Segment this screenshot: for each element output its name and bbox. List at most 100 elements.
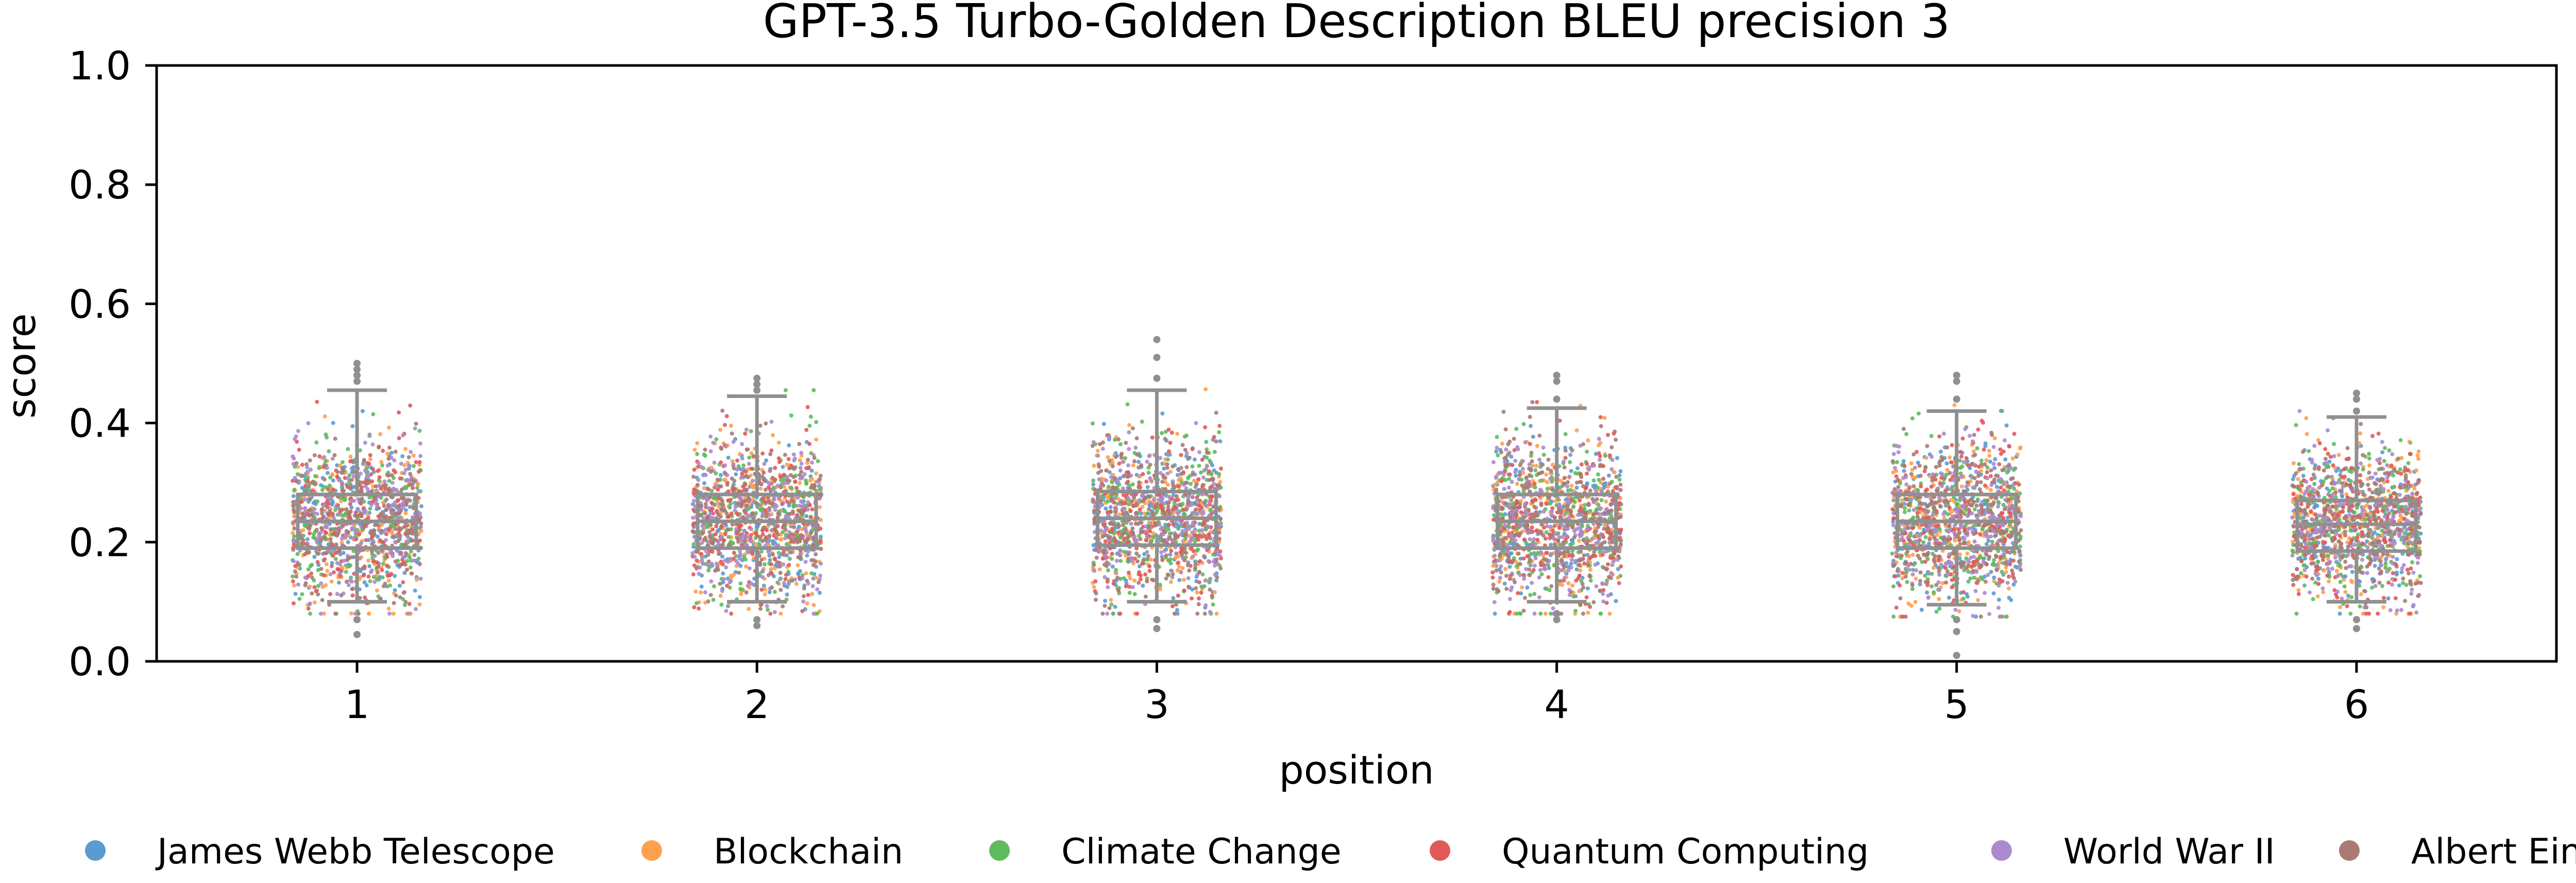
strip-point — [1498, 576, 1502, 580]
strip-point — [315, 499, 320, 504]
strip-point — [720, 554, 725, 559]
strip-point — [1500, 441, 1504, 446]
strip-point — [369, 536, 374, 540]
strip-point — [319, 567, 324, 571]
strip-point — [770, 585, 774, 590]
strip-point — [1149, 478, 1154, 483]
strip-point — [725, 584, 730, 588]
strip-point — [360, 480, 364, 485]
strip-point — [303, 471, 308, 476]
strip-point — [744, 427, 749, 432]
strip-point — [790, 578, 794, 583]
strip-point — [805, 405, 810, 409]
strip-point — [371, 484, 375, 489]
strip-point — [1606, 432, 1610, 437]
strip-point — [296, 562, 300, 567]
strip-point — [745, 447, 750, 452]
strip-point — [337, 562, 342, 567]
strip-point — [408, 482, 413, 487]
strip-point — [293, 569, 297, 574]
strip-point — [335, 567, 340, 571]
strip-point — [1538, 568, 1543, 572]
strip-point — [1499, 479, 1504, 484]
strip-point — [1116, 496, 1121, 501]
strip-point — [747, 461, 751, 466]
strip-point — [1125, 481, 1129, 486]
strip-point — [1533, 468, 1538, 473]
strip-point — [776, 551, 781, 555]
strip-point — [1607, 453, 1612, 458]
strip-point — [291, 499, 295, 504]
strip-point — [349, 498, 354, 503]
strip-point — [360, 409, 365, 413]
strip-point — [1199, 590, 1204, 595]
strip-point — [1549, 509, 1554, 513]
strip-point — [392, 458, 397, 462]
strip-point — [1107, 435, 1112, 439]
strip-point — [408, 565, 413, 570]
strip-point — [1214, 410, 1218, 415]
strip-point — [1138, 577, 1143, 581]
strip-point — [1159, 505, 1163, 509]
strip-point — [1110, 564, 1115, 569]
strip-point — [376, 551, 381, 555]
strip-point — [1569, 561, 1573, 566]
strip-point — [814, 471, 819, 476]
strip-point — [368, 453, 372, 457]
strip-point — [1218, 517, 1223, 521]
strip-point — [773, 590, 777, 594]
strip-point — [1606, 562, 1610, 567]
strip-point — [714, 524, 719, 528]
strip-point — [367, 611, 371, 616]
strip-point — [1127, 570, 1131, 575]
strip-point — [303, 506, 308, 510]
strip-point — [795, 563, 800, 568]
strip-point — [348, 454, 353, 459]
strip-point — [733, 508, 737, 513]
strip-point — [784, 573, 788, 577]
strip-point — [399, 461, 403, 466]
strip-point — [296, 464, 300, 469]
strip-point — [1212, 481, 1216, 486]
strip-point — [1609, 572, 1614, 576]
strip-point — [723, 463, 727, 468]
strip-point — [1617, 477, 1622, 482]
strip-point — [397, 584, 402, 588]
strip-point — [1109, 529, 1113, 534]
strip-point — [732, 466, 736, 471]
strip-point — [723, 444, 728, 449]
strip-point — [377, 506, 381, 510]
strip-point — [1535, 444, 1539, 448]
strip-point — [1520, 467, 1525, 471]
strip-point — [362, 580, 367, 585]
strip-point — [318, 611, 323, 616]
strip-point — [772, 566, 777, 571]
strip-point — [712, 485, 717, 490]
strip-point — [775, 580, 780, 585]
strip-point — [403, 468, 408, 472]
strip-point — [769, 448, 774, 453]
strip-point — [386, 578, 391, 583]
strip-point — [811, 603, 816, 607]
strip-point — [1097, 567, 1102, 572]
strip-point — [815, 611, 820, 616]
strip-point — [819, 535, 823, 539]
strip-point — [1204, 537, 1209, 541]
strip-point — [809, 558, 814, 562]
strip-point — [292, 583, 296, 588]
strip-point — [370, 542, 375, 546]
strip-point — [1166, 501, 1171, 506]
strip-point — [1544, 472, 1549, 477]
strip-point — [1147, 569, 1152, 573]
strip-point — [1179, 472, 1183, 476]
strip-point — [726, 527, 731, 532]
strip-point — [338, 463, 342, 468]
strip-point — [768, 452, 773, 456]
strip-point — [291, 601, 296, 606]
strip-point — [759, 588, 764, 592]
strip-point — [334, 542, 338, 547]
strip-point — [1548, 502, 1552, 506]
strip-point — [351, 549, 356, 553]
strip-point — [1151, 535, 1156, 539]
strip-point — [406, 529, 411, 534]
